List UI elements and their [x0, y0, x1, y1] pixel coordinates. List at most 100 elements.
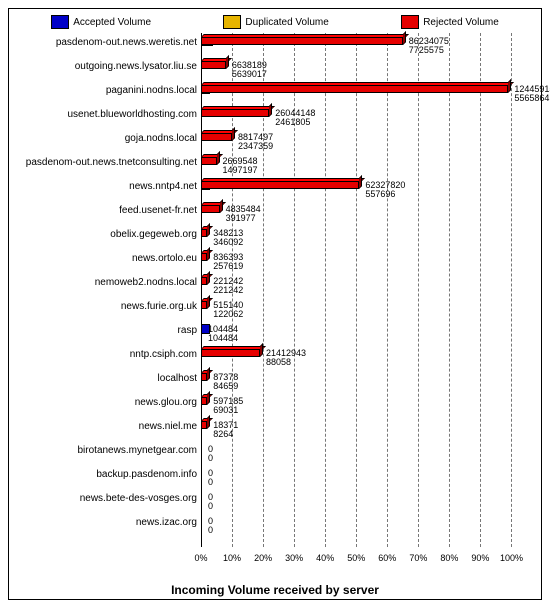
server-label: obelix.gegeweb.org	[110, 229, 201, 240]
server-row: obelix.gegeweb.org348213346092	[201, 225, 527, 249]
legend-item: Accepted Volume	[51, 15, 151, 29]
x-axis-label: 70%	[409, 553, 427, 563]
rejected-bar: 2141294388058	[201, 349, 260, 357]
x-axis-label: 10%	[223, 553, 241, 563]
server-label: goja.nodns.local	[125, 133, 201, 144]
server-label: news.ortolo.eu	[132, 253, 201, 264]
value-label-bottom: 221242	[207, 285, 243, 295]
server-row: news.ortolo.eu836393257619	[201, 249, 527, 273]
value-label-bottom: 0	[202, 501, 213, 511]
chart-container: Accepted Volume Duplicated Volume Rejected…	[8, 8, 542, 600]
server-row: paganini.nodns.local1244591595565864	[201, 81, 527, 105]
server-label: rasp	[178, 325, 201, 336]
value-label-bottom: 2461805	[269, 117, 310, 127]
legend-item: Duplicated Volume	[223, 15, 328, 29]
plot-area: 0%10%20%30%40%50%60%70%80%90%100% pasden…	[201, 33, 527, 563]
server-label: news.izac.org	[136, 517, 201, 528]
server-row: backup.pasdenom.info00	[201, 465, 527, 489]
server-row: feed.usenet-fr.net4835484391977	[201, 201, 527, 225]
value-label-bottom: 0	[202, 525, 213, 535]
server-label: news.glou.org	[135, 397, 201, 408]
legend-swatch	[223, 15, 241, 29]
rejected-bar: 66381895639017	[201, 61, 226, 69]
x-axis-label: 100%	[500, 553, 523, 563]
value-label-bottom: 257619	[207, 261, 243, 271]
server-label: pasdenom-out.news.tnetconsulting.net	[26, 157, 201, 168]
server-label: birotanews.mynetgear.com	[77, 445, 201, 456]
server-label: news.furie.org.uk	[121, 301, 201, 312]
server-row: nemoweb2.nodns.local221242221242	[201, 273, 527, 297]
server-label: news.nntp4.net	[129, 181, 201, 192]
server-label: news.bete-des-vosges.org	[80, 493, 201, 504]
value-label-bottom: 8264	[207, 429, 233, 439]
rejected-bar: 88174972347359	[201, 133, 232, 141]
server-row: outgoing.news.lysator.liu.se663818956390…	[201, 57, 527, 81]
rejected-bar: 183718264	[201, 421, 207, 429]
value-label-bottom: 2347359	[232, 141, 273, 151]
server-label: news.niel.me	[139, 421, 201, 432]
value-label-bottom: 7725575	[403, 45, 444, 55]
rejected-bar: 00	[201, 469, 202, 477]
legend-swatch	[401, 15, 419, 29]
rows: pasdenom-out.news.weretis.net86234075772…	[201, 33, 527, 547]
value-label-bottom: 346092	[207, 237, 243, 247]
legend: Accepted Volume Duplicated Volume Rejected…	[15, 15, 535, 29]
x-axis-label: 30%	[285, 553, 303, 563]
legend-label: Rejected Volume	[423, 17, 499, 28]
server-label: pasdenom-out.news.weretis.net	[56, 37, 201, 48]
value-label-bottom: 104484	[202, 333, 238, 343]
x-axis-label: 20%	[254, 553, 272, 563]
server-row: news.izac.org00	[201, 513, 527, 537]
server-row: nntp.csiph.com2141294388058	[201, 345, 527, 369]
legend-item: Rejected Volume	[401, 15, 499, 29]
rejected-bar: 348213346092	[201, 229, 207, 237]
value-label-bottom: 84659	[207, 381, 238, 391]
rejected-bar: 8737884659	[201, 373, 207, 381]
server-row: localhost8737884659	[201, 369, 527, 393]
rejected-bar: 26695481497197	[201, 157, 217, 165]
server-row: news.glou.org59718569031	[201, 393, 527, 417]
server-label: nemoweb2.nodns.local	[95, 277, 201, 288]
rejected-bar: 836393257619	[201, 253, 207, 261]
server-label: backup.pasdenom.info	[96, 469, 201, 480]
rejected-bar: 221242221242	[201, 277, 207, 285]
rejected-bar: 1244591595565864	[201, 85, 508, 93]
server-row: news.bete-des-vosges.org00	[201, 489, 527, 513]
value-label-bottom: 391977	[220, 213, 256, 223]
value-label-bottom: 1497197	[217, 165, 258, 175]
value-label-bottom: 69031	[207, 405, 238, 415]
rejected-bar: 515140122062	[201, 301, 207, 309]
rejected-bar: 00	[201, 517, 202, 525]
x-axis-label: 90%	[471, 553, 489, 563]
value-label-bottom: 0	[202, 453, 213, 463]
value-label-bottom: 557696	[359, 189, 395, 199]
rejected-bar: 00	[201, 493, 202, 501]
rejected-bar: 104484104484	[201, 325, 202, 333]
server-label: nntp.csiph.com	[130, 349, 201, 360]
value-label-bottom: 122062	[207, 309, 243, 319]
value-label-bottom: 88058	[260, 357, 291, 367]
server-row: news.furie.org.uk515140122062	[201, 297, 527, 321]
server-row: usenet.blueworldhosting.com2604414824618…	[201, 105, 527, 129]
server-row: goja.nodns.local88174972347359	[201, 129, 527, 153]
rejected-bar: 62327820557696	[201, 181, 359, 189]
server-label: paganini.nodns.local	[106, 85, 201, 96]
value-label-bottom: 0	[202, 477, 213, 487]
x-axis-label: 60%	[378, 553, 396, 563]
legend-swatch	[51, 15, 69, 29]
server-label: localhost	[158, 373, 201, 384]
rejected-bar: 00	[201, 445, 202, 453]
rejected-bar: 862340757725575	[201, 37, 403, 45]
x-axis-label: 50%	[347, 553, 365, 563]
server-label: usenet.blueworldhosting.com	[67, 109, 201, 120]
rejected-bar: 4835484391977	[201, 205, 220, 213]
rejected-bar: 59718569031	[201, 397, 207, 405]
server-label: outgoing.news.lysator.liu.se	[75, 61, 201, 72]
server-row: news.nntp4.net62327820557696	[201, 177, 527, 201]
legend-label: Duplicated Volume	[245, 17, 328, 28]
server-row: pasdenom-out.news.tnetconsulting.net2669…	[201, 153, 527, 177]
x-axis-label: 80%	[440, 553, 458, 563]
server-row: rasp104484104484	[201, 321, 527, 345]
legend-label: Accepted Volume	[73, 17, 151, 28]
rejected-bar: 260441482461805	[201, 109, 269, 117]
